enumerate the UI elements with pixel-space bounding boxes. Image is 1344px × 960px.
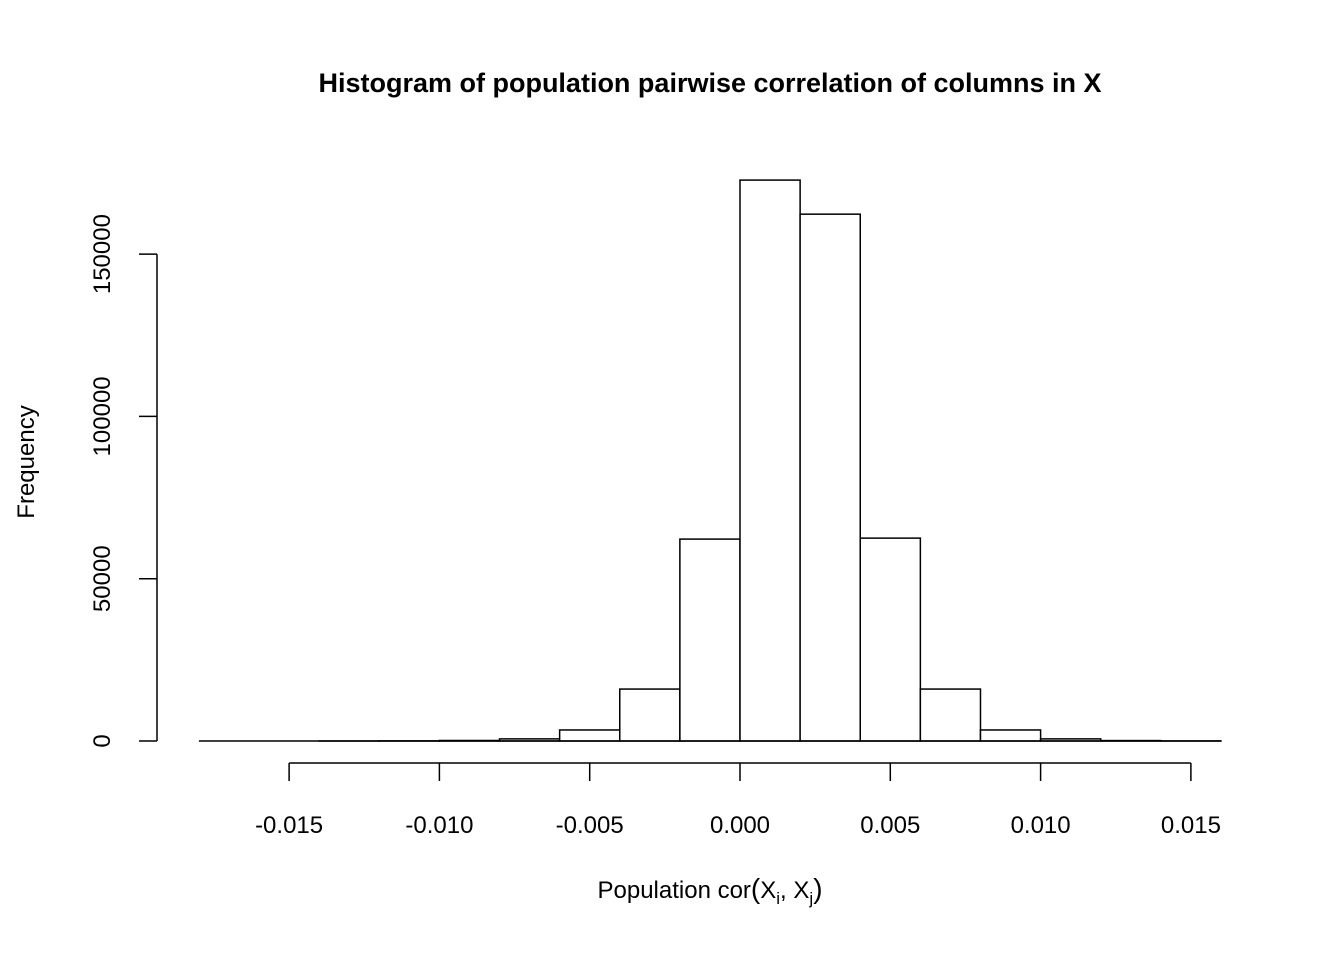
y-tick-label: 0 [89, 734, 116, 747]
x-axis-label: Population cor(Xi, Xj) [597, 873, 822, 908]
x-tick-label: -0.015 [255, 812, 323, 839]
x-tick-label: -0.010 [405, 812, 473, 839]
bars [198, 179, 1222, 742]
y-tick-label: 150000 [89, 214, 116, 294]
x-tick-label: 0.000 [710, 812, 770, 839]
y-tick-label: 50000 [89, 545, 116, 612]
x-tick-label: -0.005 [556, 812, 624, 839]
y-tick-label: 100000 [89, 376, 116, 456]
chart-title: Histogram of population pairwise correla… [318, 68, 1101, 98]
y-axis-label: Frequency [13, 405, 40, 518]
histogram-bar [799, 213, 861, 742]
histogram-bar [739, 179, 801, 742]
histogram-bar [859, 537, 922, 742]
histogram-bar [679, 538, 741, 742]
x-axis: -0.015 -0.010 -0.005 0.000 0.005 0.010 0.015 [255, 762, 1221, 839]
histogram-bar [619, 688, 681, 742]
histogram-bar [979, 729, 1042, 742]
histogram-bar [919, 688, 982, 742]
histogram-bar [558, 729, 621, 742]
x-tick-label: 0.005 [860, 812, 920, 839]
x-tick-label: 0.010 [1011, 812, 1071, 839]
x-tick-label: 0.015 [1161, 812, 1221, 839]
y-axis: 0 50000 100000 150000 [89, 214, 158, 748]
